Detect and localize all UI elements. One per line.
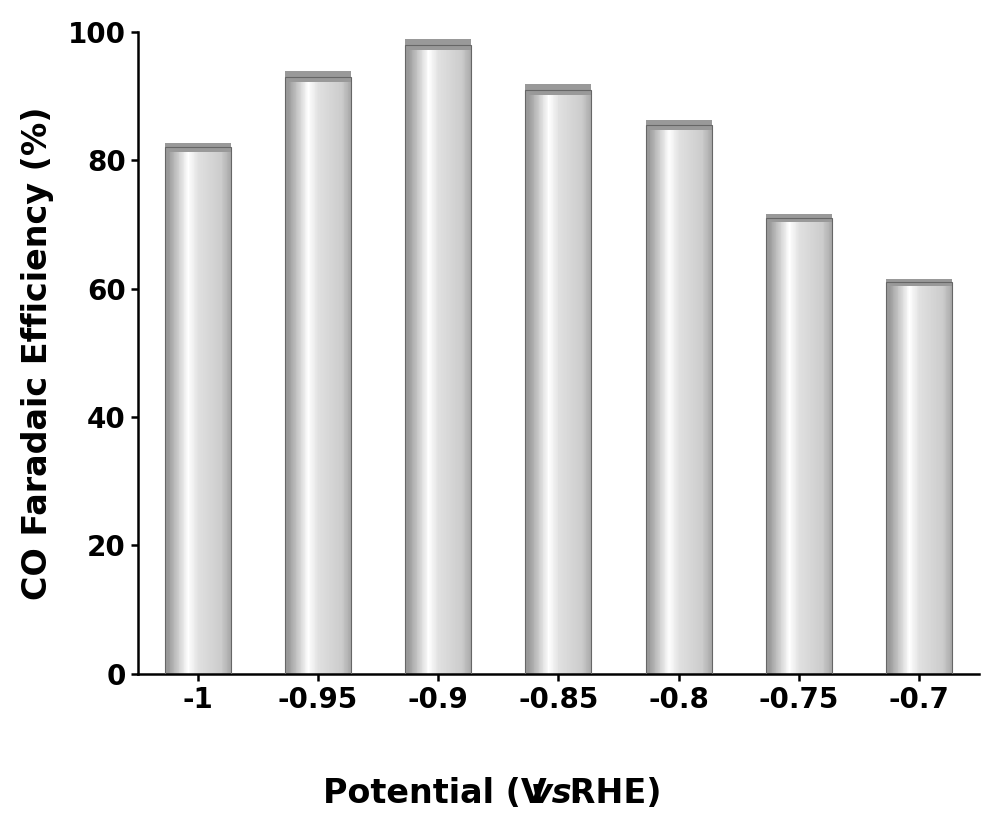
Bar bbox=[886, 279, 952, 286]
Text: Potential (V: Potential (V bbox=[323, 777, 558, 809]
Bar bbox=[405, 45, 471, 674]
Bar bbox=[886, 282, 952, 674]
Bar bbox=[165, 148, 231, 674]
Bar bbox=[405, 39, 471, 51]
Bar bbox=[285, 77, 351, 674]
Bar bbox=[766, 218, 832, 674]
Bar bbox=[525, 90, 591, 674]
Text: RHE): RHE) bbox=[558, 777, 662, 809]
Bar bbox=[646, 125, 712, 674]
Bar bbox=[646, 125, 712, 674]
Bar bbox=[646, 120, 712, 129]
Bar bbox=[766, 218, 832, 674]
Bar bbox=[165, 143, 231, 152]
Bar bbox=[285, 77, 351, 674]
Y-axis label: CO Faradaic Efficiency (%): CO Faradaic Efficiency (%) bbox=[21, 106, 54, 599]
Bar bbox=[886, 282, 952, 674]
Bar bbox=[525, 90, 591, 674]
Bar bbox=[285, 71, 351, 82]
Text: vs.: vs. bbox=[531, 777, 585, 809]
Bar bbox=[525, 85, 591, 95]
Bar bbox=[165, 148, 231, 674]
Bar bbox=[766, 214, 832, 222]
Bar bbox=[405, 45, 471, 674]
